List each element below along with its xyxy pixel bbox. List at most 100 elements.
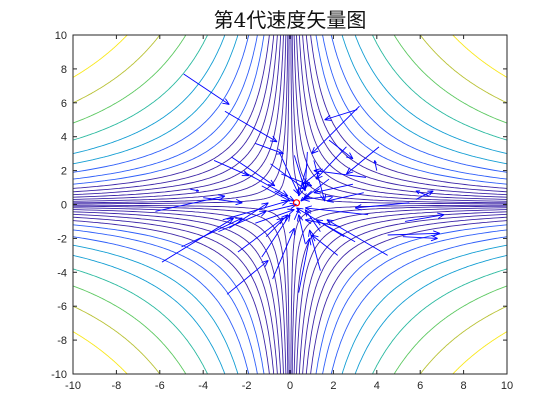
contour-line [73, 35, 258, 180]
velocity-arrow [213, 160, 250, 177]
contour-line [73, 204, 290, 374]
velocity-arrow [304, 205, 369, 216]
contour-line [73, 35, 275, 193]
contour-line [305, 35, 507, 193]
contour-line [341, 35, 507, 165]
velocity-arrow [326, 192, 364, 203]
contour-line [310, 35, 507, 189]
x-axis: -10 -8 -6 -4 -2 0 2 4 6 8 10 [65, 35, 513, 392]
contour-line [73, 254, 226, 374]
y-tick-label: 4 [61, 132, 67, 144]
contour-line [310, 220, 507, 374]
velocity-arrow [308, 229, 321, 271]
contour-line [73, 305, 161, 374]
contour-line [393, 285, 507, 374]
velocity-arrow [255, 208, 295, 224]
velocity-arrow [281, 173, 313, 187]
velocity-arrow [298, 238, 312, 293]
contour-line [73, 35, 208, 141]
contour-line [73, 35, 287, 202]
x-tick-label: 10 [501, 380, 513, 392]
contour-line [73, 220, 270, 374]
velocity-arrow [415, 190, 434, 200]
y-tick-label: -2 [57, 233, 67, 245]
contour-line [419, 305, 507, 374]
y-tick-label: -8 [57, 335, 67, 347]
contour-line [73, 35, 226, 155]
contour-line [393, 35, 507, 124]
contour-line [73, 35, 290, 205]
contour-line [322, 229, 507, 374]
x-tick-label: 0 [287, 380, 293, 392]
contour-line [291, 35, 507, 204]
y-tick-label: 10 [55, 30, 67, 42]
contour-line [302, 35, 507, 196]
velocity-vectors [155, 73, 445, 295]
contour-line [302, 213, 507, 374]
contour-line [73, 35, 278, 196]
contour-line [73, 207, 287, 374]
contour-line [293, 207, 507, 374]
contour-line [291, 205, 507, 374]
velocity-arrow [311, 105, 360, 155]
y-tick-label: 6 [61, 98, 67, 110]
best-point-marker [292, 199, 301, 207]
chart-title: 第4代速度矢量图 [214, 8, 367, 32]
contour-line [305, 216, 507, 374]
contour-line [73, 35, 284, 200]
contour-line [73, 216, 275, 374]
contour-line [354, 254, 507, 374]
velocity-arrow [231, 156, 276, 187]
contour-line [452, 331, 507, 374]
y-tick-label: -6 [57, 301, 67, 313]
x-tick-label: -6 [155, 380, 165, 392]
velocity-arrow [161, 217, 234, 263]
velocity-arrow [315, 146, 347, 180]
velocity-arrow [313, 160, 327, 202]
best-point-layer [292, 199, 301, 207]
velocity-arrow [346, 146, 380, 175]
contour-line [290, 35, 507, 205]
contour-line [296, 209, 507, 374]
y-tick-label: 8 [61, 64, 67, 76]
velocity-arrow [228, 202, 269, 229]
contour-line [73, 35, 161, 104]
velocity-arrow [296, 207, 345, 238]
contour-line [298, 211, 507, 374]
velocity-arrow [226, 260, 269, 295]
velocity-arrow [300, 190, 313, 202]
contour-line [372, 268, 507, 374]
contour-line [73, 35, 250, 173]
x-tick-label: 4 [374, 380, 380, 392]
velocity-arrow [218, 210, 267, 233]
contour-line [354, 35, 507, 155]
velocity-arrow [304, 209, 321, 232]
contour-line [419, 35, 507, 104]
x-tick-label: -4 [198, 380, 208, 392]
contour-line [73, 268, 208, 374]
x-tick-label: -8 [112, 380, 122, 392]
contour-line [73, 35, 289, 204]
contour-line [73, 35, 265, 185]
x-tick-label: 2 [330, 380, 336, 392]
y-tick-label: 0 [61, 200, 67, 212]
velocity-arrow [155, 194, 226, 212]
velocity-arrow [190, 188, 200, 192]
contour-background [73, 35, 507, 374]
contour-line [296, 35, 507, 200]
velocity-arrow [402, 234, 438, 242]
velocity-arrow [302, 151, 309, 190]
contour-line [73, 35, 128, 78]
contour-line [452, 35, 507, 78]
contour-line [330, 236, 507, 374]
contour-line [322, 35, 507, 180]
contour-line [341, 244, 507, 374]
y-axis: -10 -8 -6 -4 -2 0 2 4 6 8 10 [51, 30, 507, 381]
contour-line [73, 35, 239, 165]
velocity-arrow [387, 230, 440, 237]
velocity-arrow [261, 214, 291, 258]
velocity-arrow [326, 219, 388, 256]
contour-line [73, 229, 258, 374]
velocity-arrow [404, 212, 445, 222]
contour-line [293, 35, 507, 202]
